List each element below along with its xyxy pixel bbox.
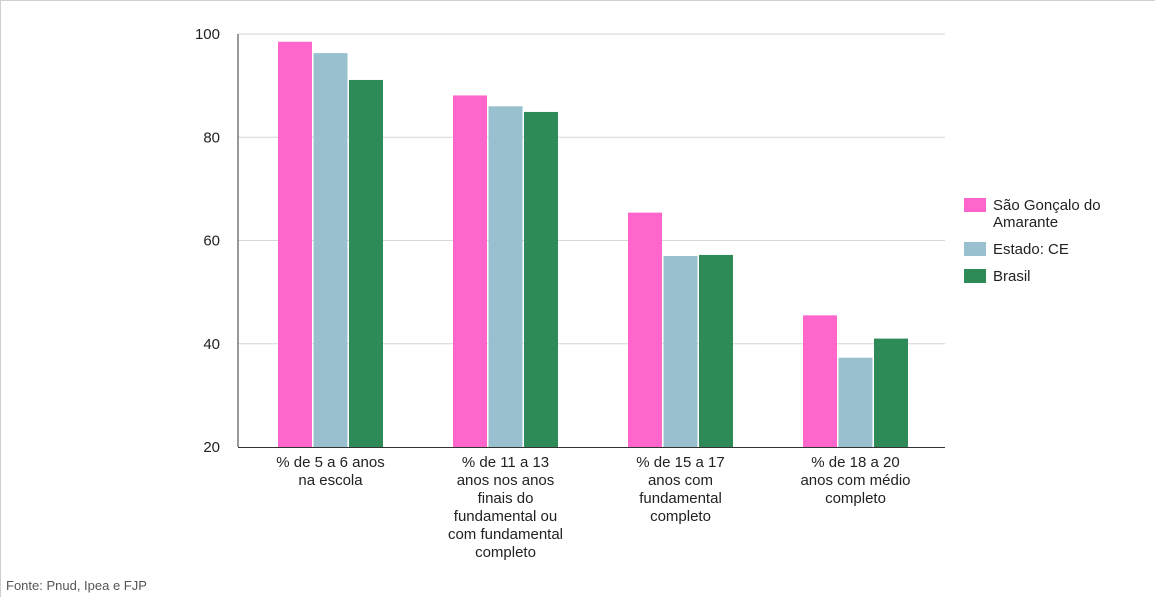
bar (524, 111, 558, 448)
bar (803, 315, 837, 447)
bar (663, 255, 698, 447)
y-tick-label: 20 (203, 439, 220, 456)
legend-swatch (964, 198, 986, 212)
legend-swatch (964, 269, 986, 283)
y-tick-label: 40 (203, 336, 220, 353)
bar (313, 53, 348, 447)
x-category-label: % de 15 a 17 anos com fundamental completo (636, 454, 724, 525)
y-tick-label: 60 (203, 233, 220, 250)
y-axis-ticks: 20 40 60 80 100 (195, 26, 220, 456)
bar (278, 41, 312, 448)
source-note: Fonte: Pnud, Ipea e FJP (6, 578, 147, 593)
x-category-label: % de 18 a 20 anos com médio completo (800, 454, 910, 507)
bar (628, 212, 662, 447)
bar (488, 106, 523, 448)
x-axis-categories: % de 5 a 6 anos na escola % de 11 a 13 anos… (276, 454, 910, 561)
legend-label: São Gonçalo do Amarante (993, 197, 1101, 231)
x-category-label: % de 11 a 13 anos nos anos finais do fundam… (448, 454, 563, 561)
bar (699, 254, 733, 447)
axes (237, 34, 945, 448)
bar (453, 95, 487, 447)
y-tick-label: 80 (203, 129, 220, 146)
bar (349, 79, 383, 447)
legend-label: Brasil (993, 268, 1031, 285)
bar (838, 357, 873, 447)
legend-label: Estado: CE (993, 241, 1069, 258)
y-tick-label: 100 (195, 26, 220, 43)
x-category-label: % de 5 a 6 anos na escola (276, 454, 384, 489)
legend: São Gonçalo do Amarante Estado: CE Brasil (964, 197, 1101, 285)
legend-swatch (964, 242, 986, 256)
bars (278, 41, 908, 448)
bar (874, 338, 908, 447)
